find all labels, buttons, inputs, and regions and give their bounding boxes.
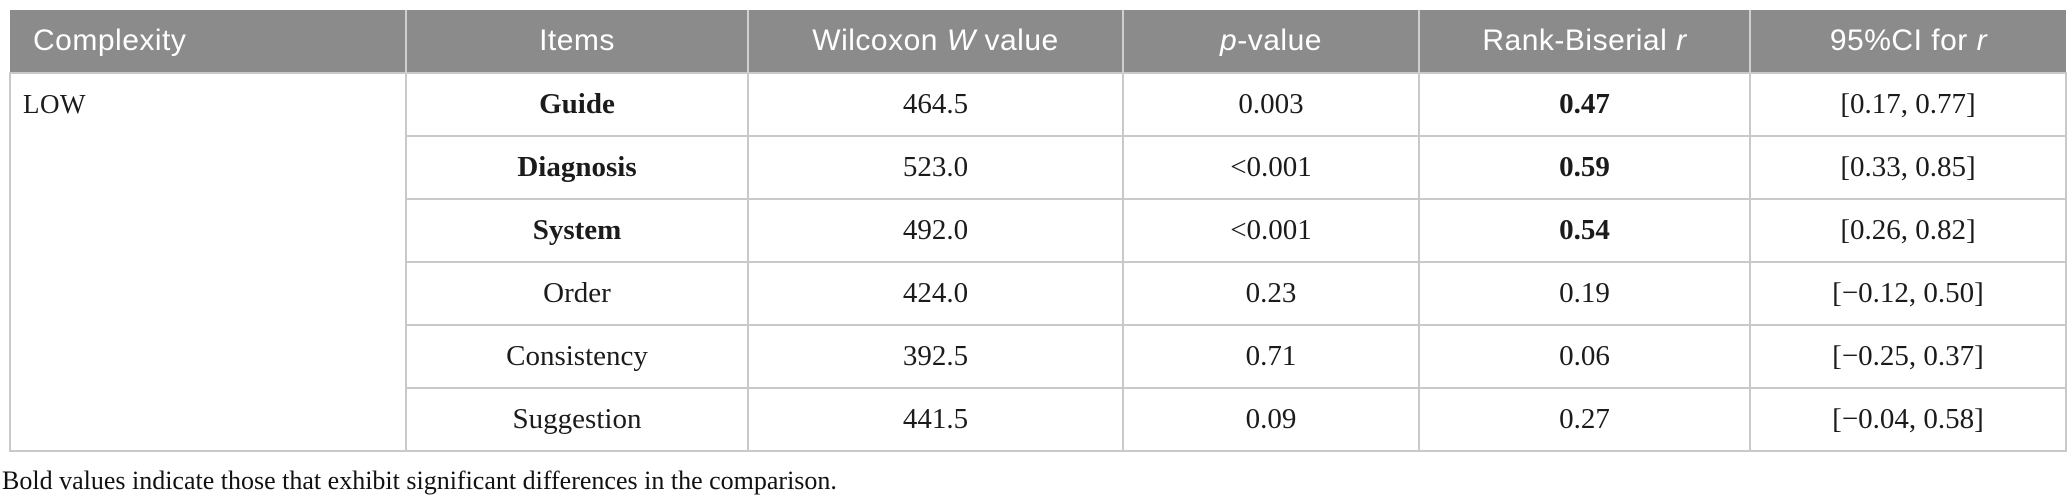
- p-value-cell: <0.001: [1122, 135, 1420, 200]
- wilcoxon-w-value-cell: 492.0: [747, 198, 1124, 263]
- table-row: LOW Guide 464.5 0.003 0.47 [0.17, 0.77]: [9, 72, 2067, 452]
- stats-table-figure: Complexity Items Wilcoxon W value p-valu…: [2, 10, 2067, 496]
- item-cell: Order: [405, 261, 749, 326]
- ci-cell: [−0.25, 0.37]: [1749, 324, 2067, 389]
- table-header-row: Complexity Items Wilcoxon W value p-valu…: [10, 10, 2066, 73]
- wilcoxon-w-value-cell: 441.5: [747, 387, 1124, 452]
- rank-biserial-r-cell: 0.06: [1418, 324, 1751, 389]
- ci-cell: [−0.04, 0.58]: [1749, 387, 2067, 452]
- item-cell: System: [405, 198, 749, 263]
- rank-biserial-r-cell: 0.54: [1418, 198, 1751, 263]
- ci-cell: [0.17, 0.77]: [1749, 72, 2067, 137]
- ci-cell: [0.33, 0.85]: [1749, 135, 2067, 200]
- column-header-items: Items: [406, 10, 749, 73]
- table-row: Suggestion 441.5 0.09 0.27 [−0.04, 0.58]: [10, 387, 2067, 452]
- complexity-group-cell: LOW: [9, 72, 407, 452]
- table-row: Diagnosis 523.0 <0.001 0.59 [0.33, 0.85]: [10, 135, 2067, 200]
- rank-biserial-r-cell: 0.27: [1418, 387, 1751, 452]
- ci-cell: [−0.12, 0.50]: [1749, 261, 2067, 326]
- rank-biserial-r-cell: 0.19: [1418, 261, 1751, 326]
- wilcoxon-w-value-cell: 424.0: [747, 261, 1124, 326]
- item-cell: Diagnosis: [405, 135, 749, 200]
- p-value-cell: 0.23: [1122, 261, 1420, 326]
- p-value-cell: 0.003: [1122, 72, 1420, 137]
- table-row: System 492.0 <0.001 0.54 [0.26, 0.82]: [10, 198, 2067, 263]
- p-value-cell: <0.001: [1122, 198, 1420, 263]
- table-row: Consistency 392.5 0.71 0.06 [−0.25, 0.37…: [10, 324, 2067, 389]
- wilcoxon-w-value-cell: 523.0: [747, 135, 1124, 200]
- p-value-cell: 0.09: [1122, 387, 1420, 452]
- rank-biserial-r-cell: 0.59: [1418, 135, 1751, 200]
- table-footnote: Bold values indicate those that exhibit …: [2, 466, 837, 495]
- column-header-95ci-for-r: 95%CI for r: [1750, 10, 2066, 73]
- wilcoxon-w-value-cell: 464.5: [747, 72, 1124, 137]
- column-header-complexity: Complexity: [10, 10, 407, 73]
- ci-cell: [0.26, 0.82]: [1749, 198, 2067, 263]
- column-header-wilcoxon-w-value: Wilcoxon W value: [748, 10, 1124, 73]
- wilcoxon-w-value-cell: 392.5: [747, 324, 1124, 389]
- column-header-rank-biserial-r: Rank-Biserial r: [1419, 10, 1751, 73]
- item-cell: Suggestion: [405, 387, 749, 452]
- rank-biserial-r-cell: 0.47: [1418, 72, 1751, 137]
- p-value-cell: 0.71: [1122, 324, 1420, 389]
- table-row: Order 424.0 0.23 0.19 [−0.12, 0.50]: [10, 261, 2067, 326]
- item-cell: Consistency: [405, 324, 749, 389]
- column-header-p-value: p-value: [1123, 10, 1420, 73]
- wilcoxon-results-table: Complexity Items Wilcoxon W value p-valu…: [9, 10, 2067, 452]
- item-cell: Guide: [405, 72, 749, 137]
